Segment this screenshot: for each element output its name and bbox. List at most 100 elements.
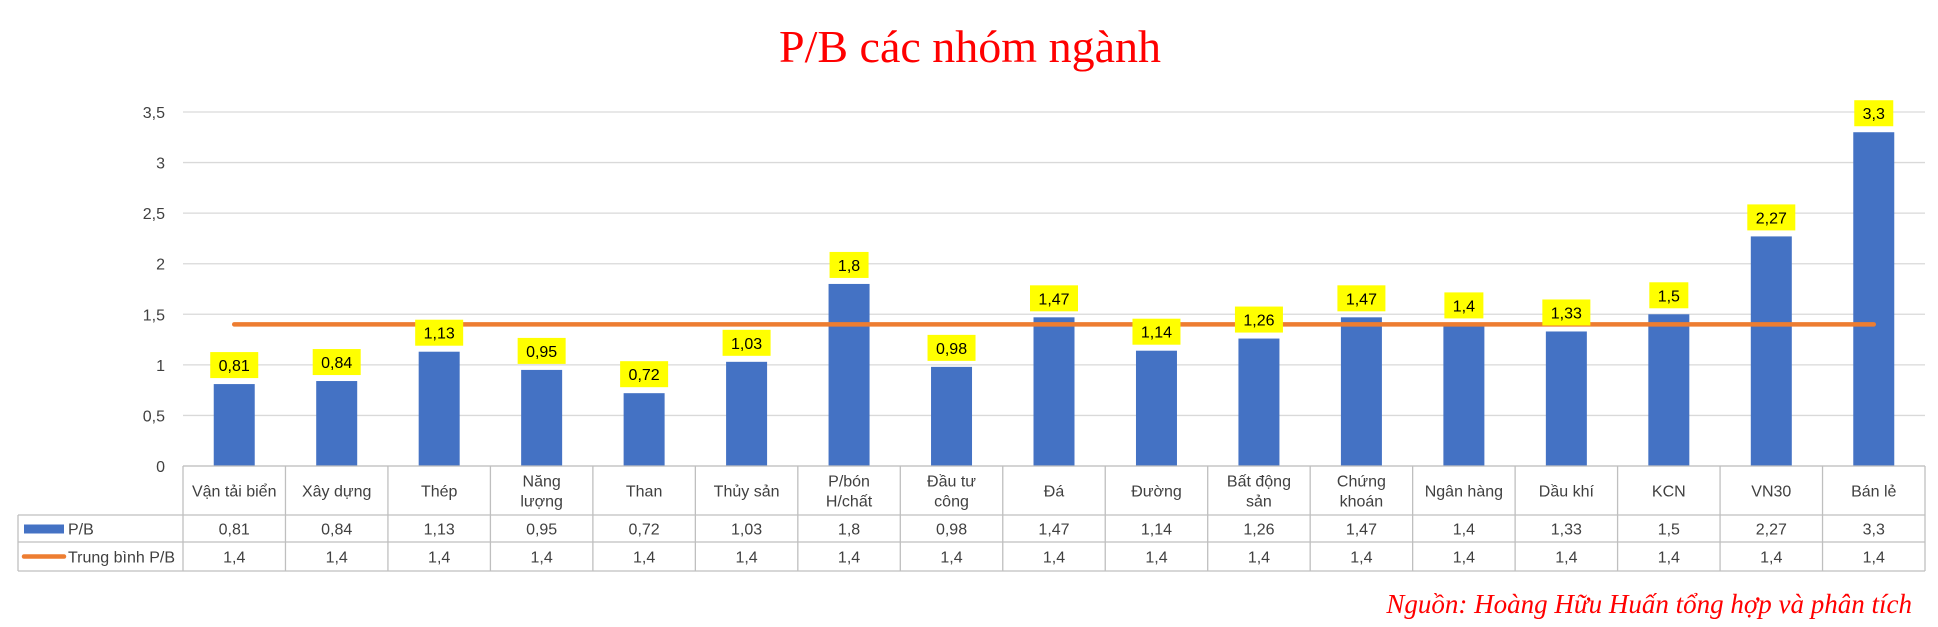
category-label: KCN [1652,484,1686,501]
data-label-text: 1,47 [1038,291,1069,308]
category-label: P/bón H/chất [826,474,873,511]
data-label-bg [1234,306,1283,333]
table-cell: 1,47 [1038,522,1069,539]
data-label-bg [1337,285,1386,312]
data-label-text: 0,84 [321,355,352,372]
table-cell: 1,33 [1551,522,1582,539]
bar [1033,317,1075,466]
y-tick-label: 0,5 [143,408,165,425]
legend-label: Trung bình P/B [68,550,175,567]
category-label: Năng lượng [520,474,563,511]
bar [1135,350,1177,466]
data-label-bg [1747,204,1796,231]
data-label-text: 0,72 [629,367,660,384]
data-label: 1,4 [1444,292,1484,319]
bar [931,366,973,466]
category-label: Đá [1044,484,1065,501]
data-label-text: 1,13 [424,326,455,343]
data-label-bg [1030,285,1078,312]
table-cell: 1,14 [1141,522,1172,539]
y-tick-label: 1 [156,358,165,375]
bar [316,381,358,466]
table-cell: 1,8 [838,522,860,539]
data-labels: 0,81 0,84 1,13 0,95 0,72 1,03 1,8 0,98 1,47 1,14 1… [210,100,1894,388]
table-cell: 1,4 [735,550,757,567]
table-cell: 1,4 [1043,550,1065,567]
bar-series [213,132,1895,466]
y-axis: 0 0,5 1 1,5 2 2,5 3 3,5 [143,105,165,476]
legend-label: P/B [68,522,94,539]
category-label: Xây dựng [302,484,371,501]
data-label-text: 0,95 [526,344,557,361]
category-label: Dầu khí [1539,484,1595,501]
bar [1853,132,1895,466]
data-label-text: 0,81 [219,358,250,375]
table-cell: 1,4 [633,550,655,567]
legend-key-bar [24,524,64,534]
table-cell: 1,5 [1658,522,1680,539]
y-tick-label: 3 [156,156,165,173]
data-label-text: 1,26 [1243,313,1274,330]
data-label-bg [620,361,669,388]
table-cell: 1,4 [531,550,553,567]
category-label: Thép [421,484,458,501]
table-cell: 0,84 [321,522,352,539]
bar [1340,317,1382,466]
bar [828,283,870,466]
bar [1750,236,1792,466]
data-label-text: 0,98 [936,341,967,358]
data-label-bg [517,337,566,364]
category-label: Đầu tư công [927,474,976,511]
category-label: Đường [1131,484,1182,501]
data-label: 0,95 [517,337,566,364]
data-label: 1,47 [1030,285,1078,312]
chart-title: P/B các nhóm ngành [779,21,1161,72]
table-cell: 1,4 [1555,550,1577,567]
data-label-text: 1,47 [1346,291,1377,308]
source-note: Nguồn: Hoàng Hữu Huấn tổng hợp và phân t… [1385,589,1912,619]
table-cell: 1,4 [1248,550,1270,567]
table-cell: 1,4 [428,550,450,567]
table-cell: 1,03 [731,522,762,539]
bar [726,361,768,466]
bar [418,351,460,466]
bar [1238,338,1280,466]
bar [213,384,255,466]
table-cell: 1,13 [424,522,455,539]
table-cell: 0,95 [526,522,557,539]
table-cell: 3,3 [1863,522,1885,539]
y-tick-label: 3,5 [143,105,165,122]
y-tick-label: 2 [156,257,165,274]
data-label: 2,27 [1747,204,1796,231]
category-label: Vận tải biển [192,483,277,501]
data-label: 0,72 [620,361,669,388]
data-label-bg [1854,100,1894,127]
table-cell: 1,4 [1863,550,1885,567]
data-label-bg [210,352,259,379]
data-label-text: 1,4 [1453,298,1475,315]
table-cell: 0,81 [219,522,250,539]
data-label: 3,3 [1854,100,1894,127]
data-label-text: 1,03 [731,336,762,353]
category-label: Thủy sản [714,484,780,501]
table-cell: 1,4 [223,550,245,567]
data-label-bg [1444,292,1484,319]
table-cell: 1,26 [1243,522,1274,539]
y-tick-label: 0 [156,459,165,476]
bar [1545,331,1587,466]
category-label: Bán lẻ [1851,484,1896,501]
data-label-text: 1,8 [838,258,860,275]
data-label: 1,8 [829,251,869,278]
table-cell: 0,72 [629,522,660,539]
bar [1443,324,1485,466]
y-tick-label: 2,5 [143,206,165,223]
table-cell: 1,4 [326,550,348,567]
data-label-bg [722,329,771,356]
bar [623,393,665,466]
data-label: 1,13 [415,319,464,346]
data-label: 1,47 [1337,285,1386,312]
data-label-bg [927,334,976,361]
table-cell: 1,4 [1760,550,1782,567]
y-tick-label: 1,5 [143,307,165,324]
table-cell: 1,4 [940,550,962,567]
